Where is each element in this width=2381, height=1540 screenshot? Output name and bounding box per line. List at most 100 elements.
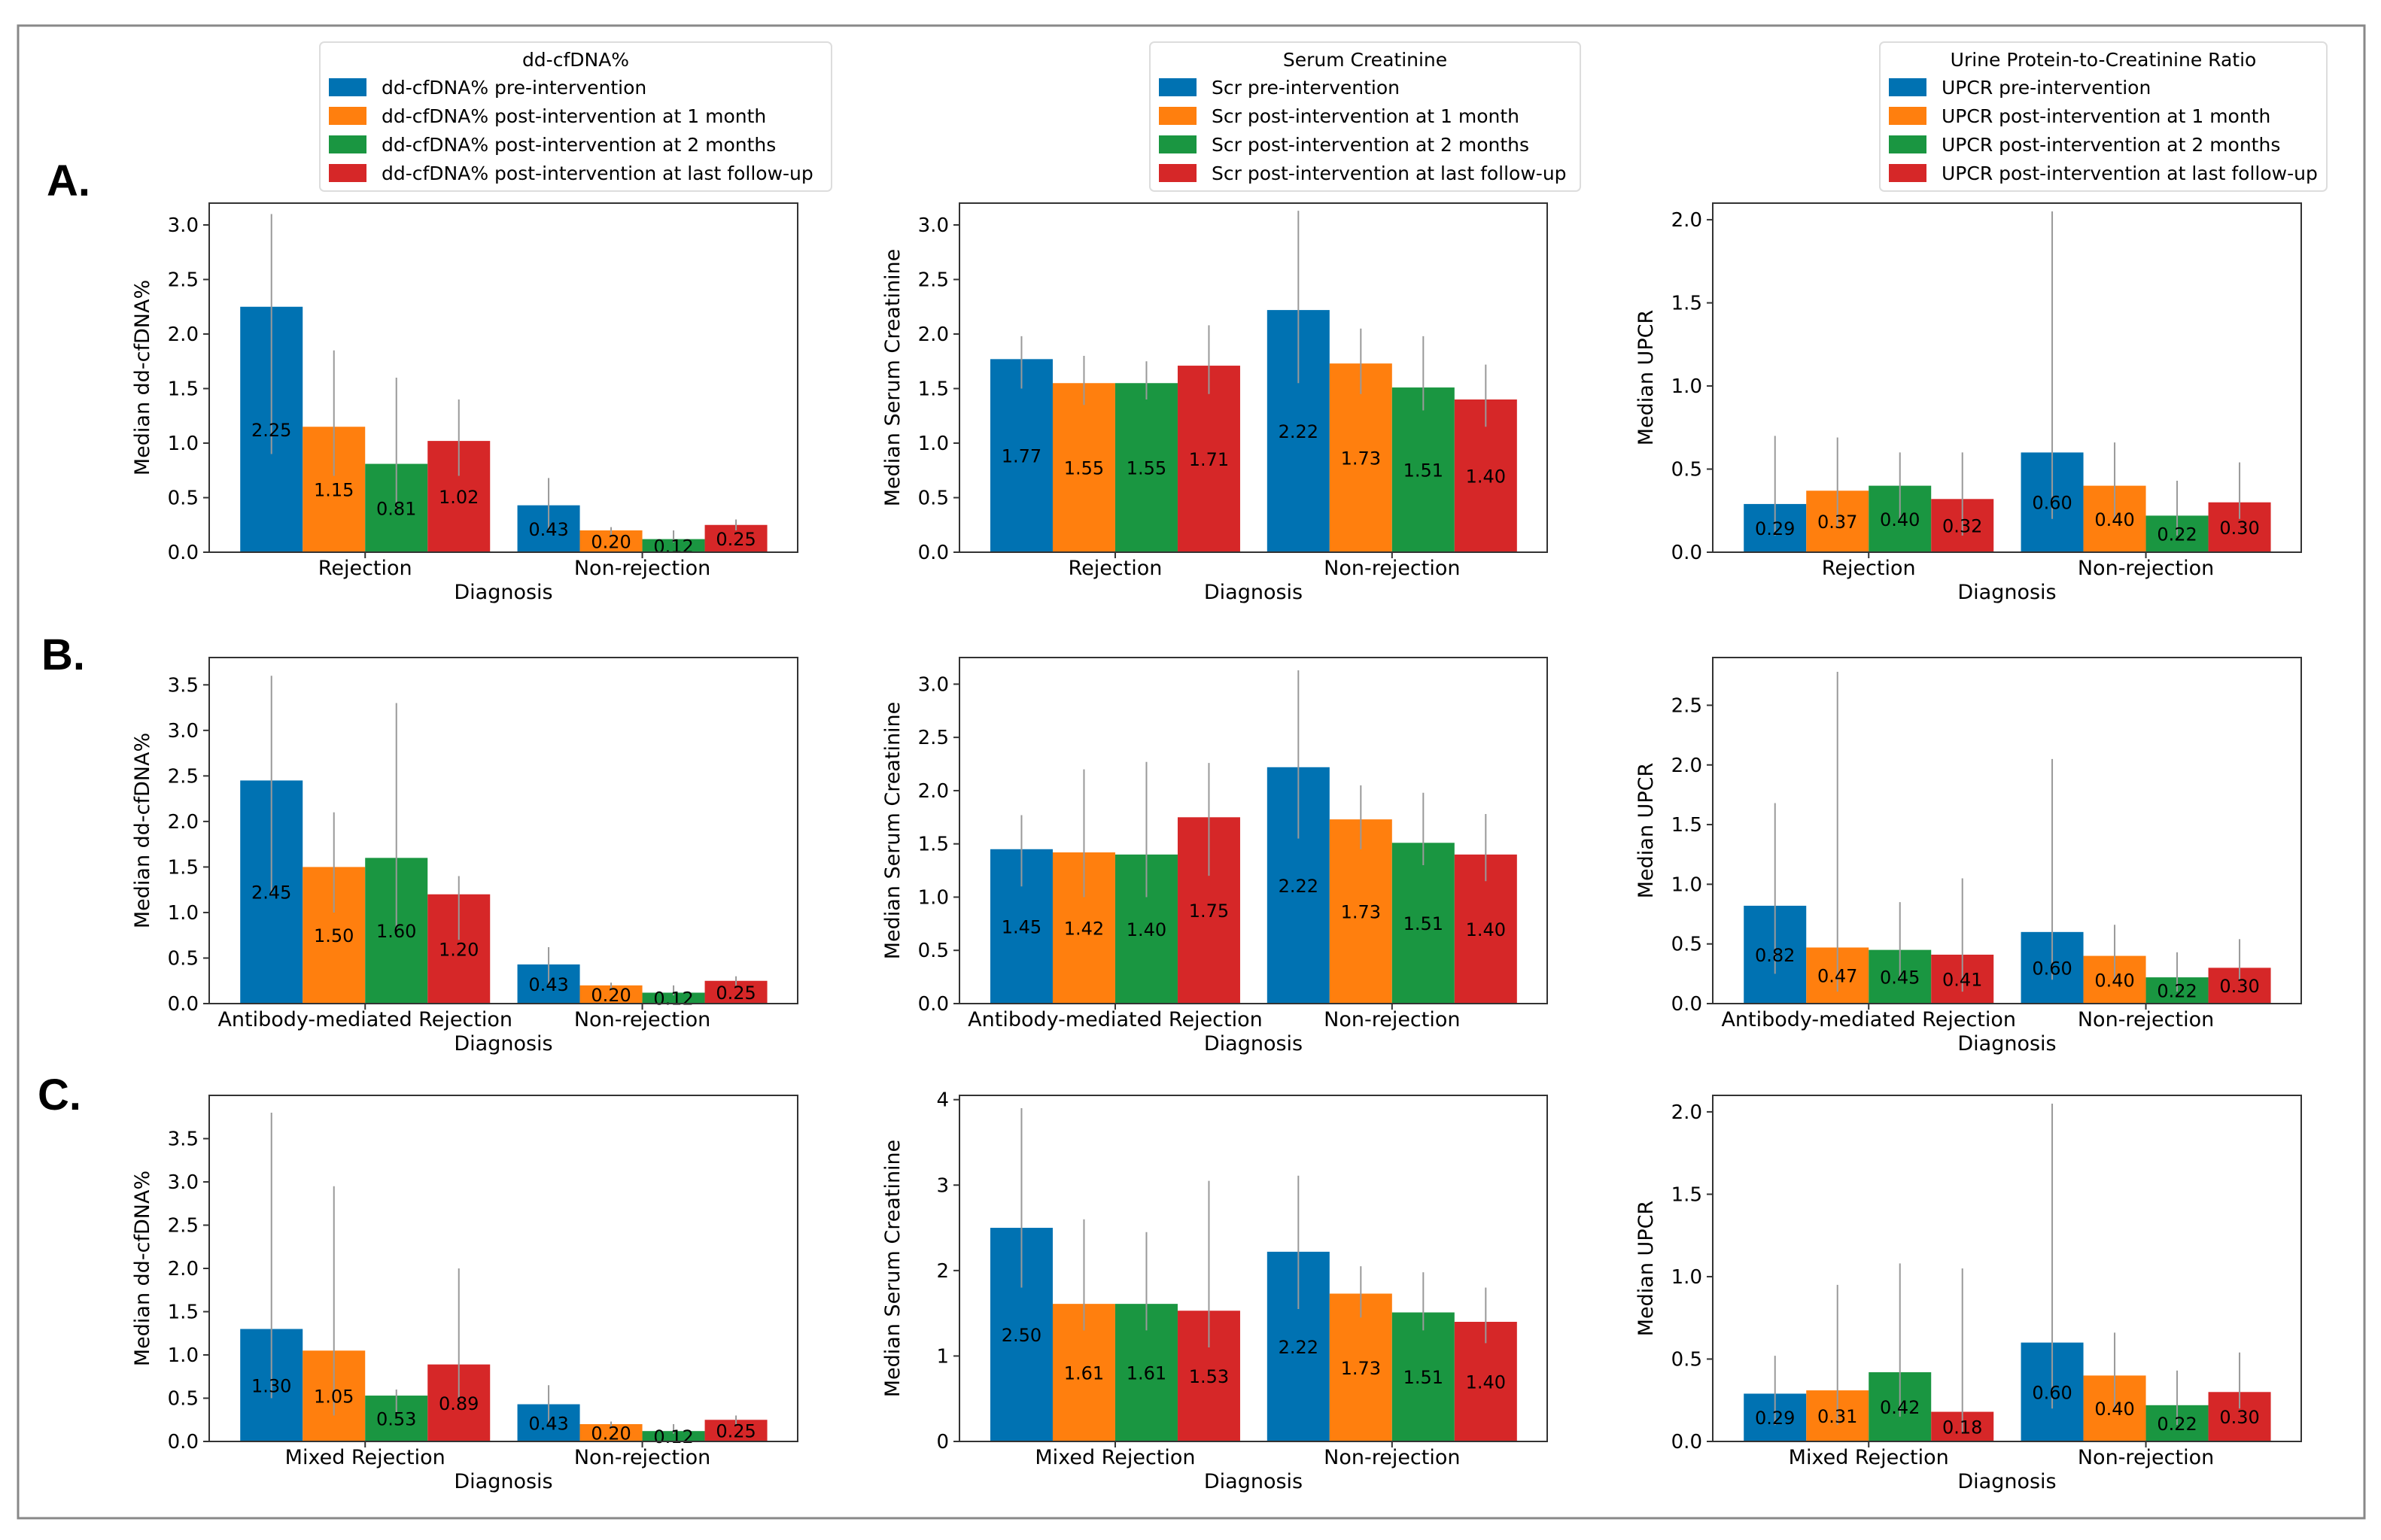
bar-value-label: 0.89 bbox=[439, 1393, 479, 1414]
bar-value-label: 0.20 bbox=[591, 532, 631, 553]
x-tick-label: Non-rejection bbox=[574, 1446, 710, 1469]
y-tick-label: 1.5 bbox=[168, 856, 199, 879]
bar-value-label: 1.50 bbox=[314, 925, 354, 946]
y-tick-label: 4 bbox=[936, 1089, 949, 1112]
legend-item-last: Scr post-intervention at last follow-up bbox=[1212, 163, 1567, 184]
bar-value-label: 1.61 bbox=[1127, 1363, 1166, 1384]
legend-swatch-1m bbox=[329, 107, 366, 125]
y-tick-label: 2.0 bbox=[1671, 1101, 1702, 1124]
bar-value-label: 0.40 bbox=[1880, 509, 1920, 530]
bar-value-label: 0.22 bbox=[2157, 524, 2197, 545]
y-tick-label: 1.0 bbox=[168, 902, 199, 925]
legend-swatch-1m bbox=[1159, 107, 1197, 125]
legend-item-2m: UPCR post-intervention at 2 months bbox=[1942, 134, 2280, 156]
y-tick-label: 1.0 bbox=[1671, 1266, 1702, 1289]
x-axis-label: Diagnosis bbox=[1204, 1470, 1303, 1493]
y-tick-label: 0.5 bbox=[168, 947, 199, 970]
bar-last-follow-up-0 bbox=[1177, 366, 1240, 552]
bar-value-label: 0.30 bbox=[2219, 518, 2259, 539]
legend-title: dd-cfDNA% bbox=[522, 49, 629, 71]
row-label-c: C. bbox=[38, 1071, 81, 1119]
axes-frame bbox=[959, 1095, 1548, 1442]
y-tick-label: 3.0 bbox=[168, 214, 199, 237]
bar-value-label: 0.31 bbox=[1817, 1406, 1857, 1427]
legend-title: Urine Protein-to-Creatinine Ratio bbox=[1951, 49, 2257, 71]
bar-value-label: 0.30 bbox=[2219, 976, 2259, 997]
y-tick-label: 1 bbox=[936, 1345, 949, 1368]
bar-value-label: 0.22 bbox=[2157, 981, 2197, 1002]
bar-value-label: 0.60 bbox=[2032, 1382, 2072, 1403]
x-axis-label: Diagnosis bbox=[454, 1470, 552, 1493]
y-axis-label: Median Serum Creatinine bbox=[881, 702, 905, 960]
x-tick-label: Non-rejection bbox=[2078, 557, 2214, 580]
bar-value-label: 2.22 bbox=[1279, 876, 1318, 897]
y-tick-label: 1.5 bbox=[918, 378, 949, 401]
axes-frame bbox=[1712, 1095, 2302, 1442]
axes-frame bbox=[1712, 657, 2302, 1004]
bar-value-label: 2.45 bbox=[251, 882, 291, 904]
bar-value-label: 0.40 bbox=[2094, 970, 2134, 991]
legend-item-pre: Scr pre-intervention bbox=[1212, 77, 1400, 99]
bar-value-label: 0.40 bbox=[2094, 1399, 2134, 1420]
y-tick-label: 0.0 bbox=[1671, 542, 1702, 564]
bar-value-label: 1.55 bbox=[1064, 458, 1104, 479]
bar-value-label: 0.43 bbox=[528, 519, 568, 540]
bar-value-label: 1.40 bbox=[1466, 919, 1506, 940]
legend-swatch-1m bbox=[1889, 107, 1926, 125]
x-tick-label: Non-rejection bbox=[1324, 1446, 1460, 1469]
chart-panel-b-upcr: 0.82 0.60 0.47 0.40 0.45 0.22 0.41 0.30 0.0 0.5 1.… bbox=[1634, 657, 2302, 1056]
legend-swatch-pre bbox=[329, 78, 366, 96]
chart-panel-b-scr: 1.45 2.22 1.42 1.73 1.40 1.51 1.75 1.40 0.0 0.5 1.… bbox=[881, 657, 1548, 1056]
figure-border bbox=[17, 24, 2366, 1520]
bar-value-label: 0.60 bbox=[2032, 493, 2072, 514]
x-tick-label: Non-rejection bbox=[1324, 557, 1460, 580]
y-tick-label: 0.0 bbox=[1671, 1431, 1702, 1453]
legend-swatch-2m bbox=[329, 135, 366, 153]
legend-item-last: UPCR post-intervention at last follow-up bbox=[1942, 163, 2318, 184]
x-tick-label: Antibody-mediated Rejection bbox=[1721, 1008, 2016, 1031]
y-tick-label: 2.0 bbox=[918, 323, 949, 346]
y-tick-label: 2.5 bbox=[168, 269, 199, 292]
legend-swatch-last bbox=[329, 164, 366, 182]
x-axis-label: Diagnosis bbox=[454, 581, 552, 604]
bar-2-months-1 bbox=[1391, 843, 1455, 1004]
y-tick-label: 1.0 bbox=[168, 433, 199, 455]
y-tick-label: 2.0 bbox=[918, 780, 949, 803]
x-axis-label: Diagnosis bbox=[1957, 1032, 2056, 1056]
bar-value-label: 1.60 bbox=[376, 921, 416, 942]
x-axis-label: Diagnosis bbox=[454, 1032, 552, 1056]
y-axis-label: Median dd-cfDNA% bbox=[131, 280, 154, 475]
legend-swatch-2m bbox=[1889, 135, 1926, 153]
bar-value-label: 2.22 bbox=[1279, 1337, 1318, 1358]
x-tick-label: Mixed Rejection bbox=[1035, 1446, 1195, 1469]
y-tick-label: 2.0 bbox=[168, 1258, 199, 1280]
bar-value-label: 1.55 bbox=[1127, 458, 1166, 479]
y-tick-label: 2.5 bbox=[168, 1215, 199, 1238]
y-tick-label: 0.0 bbox=[168, 993, 199, 1016]
bar-value-label: 0.32 bbox=[1942, 516, 1982, 537]
bar-value-label: 0.25 bbox=[716, 529, 756, 550]
legend-item-1m: dd-cfDNA% post-intervention at 1 month bbox=[382, 105, 766, 127]
x-tick-label: Mixed Rejection bbox=[285, 1446, 445, 1469]
legend-scr: Serum Creatinine Scr pre-intervention Sc… bbox=[1149, 41, 1581, 192]
bar-2-months-1 bbox=[642, 539, 705, 552]
chart-panel-a-upcr: 0.29 0.60 0.37 0.40 0.40 0.22 0.32 0.30 0.0 0.5 1.… bbox=[1634, 202, 2302, 604]
axes-frame bbox=[208, 657, 798, 1004]
y-tick-label: 3.5 bbox=[168, 1128, 199, 1151]
y-tick-label: 0.5 bbox=[918, 488, 949, 510]
legend-item-1m: Scr post-intervention at 1 month bbox=[1212, 105, 1519, 127]
x-tick-label: Non-rejection bbox=[574, 1008, 710, 1031]
bar-1-month-1 bbox=[1329, 1293, 1392, 1441]
chart-panel-a-scr: 1.77 2.22 1.55 1.73 1.55 1.51 1.71 1.40 0.0 0.5 1.… bbox=[881, 202, 1548, 604]
y-tick-label: 0.0 bbox=[168, 542, 199, 564]
y-tick-label: 1.5 bbox=[1671, 293, 1702, 315]
legend-title: Serum Creatinine bbox=[1283, 49, 1447, 71]
y-axis-label: Median Serum Creatinine bbox=[881, 1140, 905, 1398]
x-tick-label: Rejection bbox=[318, 557, 412, 580]
y-tick-label: 3.0 bbox=[918, 673, 949, 696]
bar-2-months-1 bbox=[642, 1431, 705, 1441]
y-tick-label: 1.5 bbox=[1671, 1183, 1702, 1206]
y-tick-label: 3 bbox=[936, 1174, 949, 1197]
y-tick-label: 2.5 bbox=[1671, 694, 1702, 717]
